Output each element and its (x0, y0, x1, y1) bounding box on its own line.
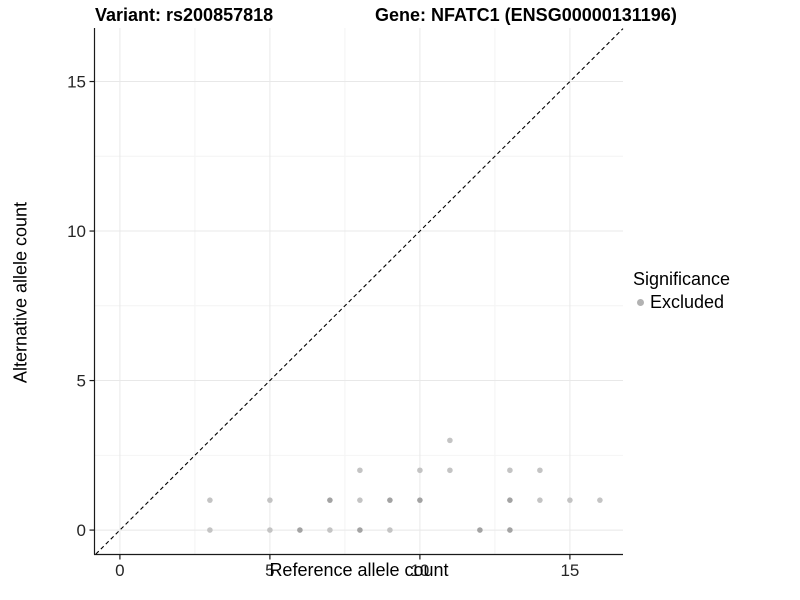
data-point (207, 527, 213, 533)
data-point (597, 497, 603, 503)
x-tick-label: 0 (115, 561, 124, 580)
x-tick-labels: 0 5 10 15 (115, 561, 579, 580)
data-point (417, 467, 423, 474)
data-point (387, 527, 393, 533)
data-point (507, 467, 513, 474)
data-point (507, 497, 513, 503)
data-point (267, 527, 273, 533)
data-point (297, 527, 303, 533)
minor-gridlines (95, 28, 623, 554)
legend-item-excluded: Excluded (633, 292, 730, 313)
x-tick-label: 10 (410, 561, 429, 580)
legend-point-icon (637, 299, 644, 306)
y-tick-labels: 0 5 10 15 (67, 73, 86, 541)
axis-lines (93, 28, 623, 556)
data-point (447, 437, 453, 444)
data-point (417, 497, 423, 503)
data-point (357, 497, 363, 503)
data-point (507, 527, 513, 533)
plot-title-gene: Gene: NFATC1 (ENSG00000131196) (375, 5, 677, 25)
axis-ticks (89, 80, 571, 560)
data-point (477, 527, 483, 533)
legend-item-label: Excluded (650, 292, 725, 312)
data-point (207, 497, 213, 503)
y-axis-title: Alternative allele count (10, 201, 31, 384)
x-axis-title: Reference allele count (269, 560, 449, 580)
y-tick-label: 0 (77, 521, 86, 540)
data-point (357, 527, 363, 533)
legend: Significance Excluded (633, 269, 730, 313)
plot-title-variant: Variant: rs200857818 (95, 5, 274, 25)
x-tick-label: 15 (560, 561, 579, 580)
identity-line (95, 28, 624, 555)
data-point (387, 497, 393, 503)
legend-title: Significance (633, 269, 731, 289)
y-tick-label: 15 (67, 73, 86, 92)
data-points (207, 437, 603, 533)
data-point (267, 497, 273, 503)
data-point (447, 467, 453, 474)
y-tick-label: 10 (67, 222, 86, 241)
x-tick-label: 5 (265, 561, 274, 580)
data-point (327, 527, 333, 533)
data-point (327, 497, 333, 503)
data-point (357, 467, 363, 474)
data-point (537, 497, 543, 503)
y-tick-label: 5 (77, 372, 86, 391)
data-point (567, 497, 573, 503)
data-point (537, 467, 543, 474)
